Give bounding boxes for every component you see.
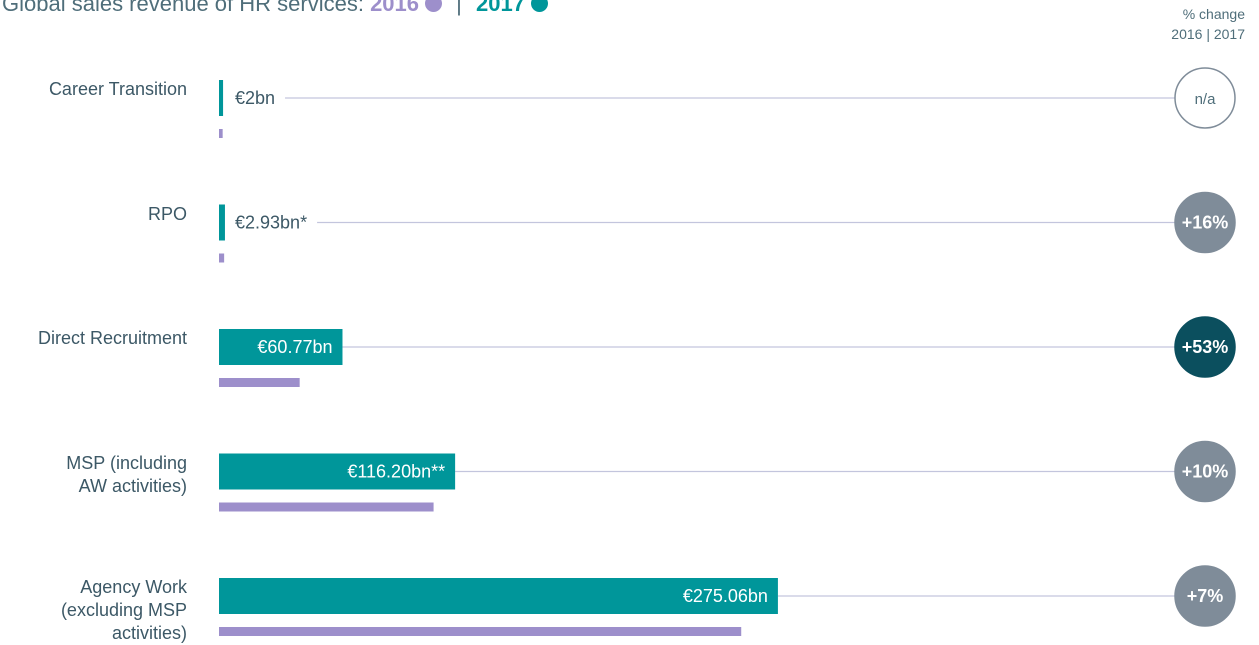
change-circle (1174, 67, 1236, 129)
legend-dot (530, 0, 548, 12)
bar-2017 (219, 578, 778, 614)
legend-entry: 2016 (370, 0, 420, 16)
bar-2017 (219, 329, 343, 365)
category-label: Agency Work (excluding MSP activities) (60, 577, 187, 643)
category-label: Direct Recruitment (37, 328, 187, 348)
value-label: €275.06bn (683, 586, 768, 606)
chart-title: Global sales revenue of HR services: (2, 0, 364, 16)
change-label: +10% (1182, 462, 1229, 482)
value-label: €116.20bn** (347, 462, 445, 482)
value-label: €60.77bn (257, 337, 332, 357)
bar-2016 (219, 502, 434, 512)
legend-dot (425, 0, 443, 12)
category-label: RPO (147, 203, 187, 224)
legend-entry: 2017 (475, 0, 525, 16)
change-header: 2016 | 2017 (1171, 26, 1245, 42)
change-label: +16% (1182, 213, 1229, 233)
change-label: +7% (1187, 586, 1224, 606)
bar-2017 (219, 80, 224, 116)
category-label: Career Transition (48, 79, 187, 99)
bar-2017 (219, 204, 225, 241)
bar-2017 (219, 453, 456, 490)
change-circle (1174, 565, 1236, 627)
bar-2016 (219, 378, 300, 387)
change-circle (1174, 191, 1236, 254)
title-row: Global sales revenue of HR services: 201… (2, 0, 548, 17)
category-label: MSP (including AW activities) (66, 452, 187, 496)
change-label: n/a (1195, 91, 1217, 108)
bar-2016 (219, 627, 742, 636)
value-label: €2.93bn* (235, 213, 307, 233)
change-circle (1174, 440, 1236, 503)
change-label: +53% (1182, 337, 1229, 357)
change-circle (1174, 316, 1236, 378)
bar-2016 (219, 129, 223, 138)
change-header: % change (1182, 6, 1245, 22)
value-label: €2bn (235, 88, 275, 108)
bar-2016 (219, 253, 225, 263)
